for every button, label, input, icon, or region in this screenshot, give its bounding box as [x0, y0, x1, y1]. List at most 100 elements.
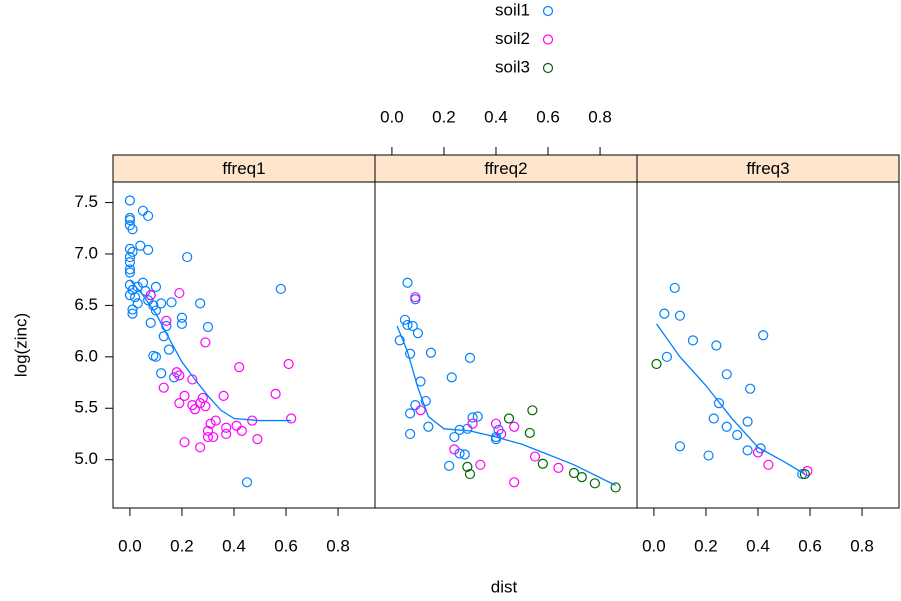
legend-label: soil2: [495, 29, 530, 48]
point: [143, 244, 154, 255]
point: [200, 337, 211, 348]
point: [797, 468, 808, 480]
point: [742, 445, 753, 456]
point: [703, 450, 714, 461]
point: [687, 335, 699, 346]
point: [171, 367, 182, 378]
panel: [374, 181, 638, 509]
point: [145, 317, 156, 328]
point: [402, 277, 413, 288]
point: [132, 298, 143, 309]
point: [202, 425, 214, 436]
point: [205, 418, 216, 429]
point: [124, 251, 136, 263]
x-tick-label: 0.6: [536, 107, 560, 126]
point: [490, 418, 502, 429]
point: [127, 246, 138, 258]
point: [127, 284, 138, 296]
point: [799, 468, 810, 480]
point: [721, 421, 732, 432]
point: [576, 472, 587, 483]
point: [651, 358, 662, 370]
point: [161, 320, 172, 332]
point: [537, 458, 548, 469]
point: [174, 287, 185, 299]
point: [221, 428, 232, 440]
point: [143, 295, 154, 306]
point: [124, 243, 136, 254]
point: [200, 401, 211, 412]
x-tick-label: 0.2: [694, 536, 718, 555]
legend-label: soil3: [495, 57, 530, 76]
point: [169, 372, 180, 383]
y-tick-label: 6.0: [74, 346, 98, 365]
point: [150, 281, 162, 292]
point: [742, 416, 753, 427]
point: [143, 210, 154, 222]
point: [410, 400, 421, 411]
y-tick-label: 7.5: [74, 192, 98, 211]
strip-label: ffreq3: [746, 159, 789, 178]
legend-marker: [542, 62, 554, 74]
point: [283, 358, 294, 370]
point: [472, 411, 483, 422]
x-tick-label: 0.6: [274, 536, 298, 555]
point: [745, 383, 756, 394]
y-tick-label: 6.5: [74, 295, 98, 314]
point: [509, 421, 520, 432]
point: [732, 429, 743, 441]
point: [252, 433, 263, 445]
point: [661, 351, 673, 362]
legend-marker: [542, 5, 554, 17]
point: [234, 362, 245, 373]
x-tick-label: 0.8: [326, 536, 350, 555]
point: [236, 425, 247, 436]
point: [568, 467, 580, 479]
point: [425, 347, 437, 358]
point: [402, 319, 413, 331]
point: [174, 398, 185, 409]
x-tick-label: 0.0: [380, 107, 404, 126]
point: [124, 195, 136, 206]
point: [490, 431, 502, 443]
point: [446, 372, 457, 383]
point: [405, 348, 416, 359]
point: [405, 428, 416, 440]
point: [412, 328, 424, 339]
point: [475, 459, 486, 470]
point: [529, 451, 541, 462]
point: [420, 395, 431, 407]
smooth-line: [396, 325, 616, 486]
point: [158, 382, 169, 393]
point: [467, 412, 478, 423]
point: [156, 298, 167, 309]
legend-label: soil1: [495, 0, 530, 19]
point: [462, 423, 473, 434]
point: [524, 427, 535, 439]
x-tick-label: 0.4: [222, 536, 246, 555]
point: [124, 264, 136, 275]
x-tick-label: 0.8: [588, 107, 612, 126]
legend-marker: [542, 34, 554, 45]
strip: [374, 154, 638, 183]
point: [394, 335, 405, 346]
point: [202, 321, 214, 333]
point: [275, 283, 286, 295]
point: [195, 398, 206, 409]
smooth-line: [655, 323, 806, 475]
point: [407, 320, 418, 332]
point: [176, 312, 188, 323]
point: [124, 214, 136, 226]
point: [589, 478, 600, 489]
point: [195, 442, 206, 453]
x-tick-label: 0.0: [118, 536, 142, 555]
point: [286, 413, 297, 424]
point: [674, 310, 686, 321]
x-tick-label: 0.0: [642, 536, 666, 555]
point: [713, 398, 725, 409]
point: [399, 314, 411, 325]
point: [708, 413, 719, 424]
point: [721, 369, 732, 380]
y-tick-label: 5.0: [74, 449, 98, 468]
point: [415, 405, 426, 416]
